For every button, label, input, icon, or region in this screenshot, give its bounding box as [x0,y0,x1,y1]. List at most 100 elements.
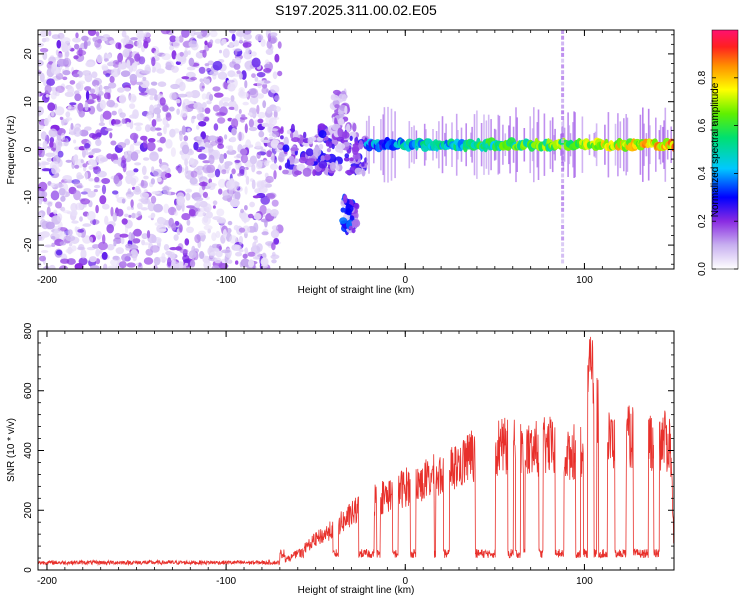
spectrogram-cell [112,190,119,195]
spectrogram-cell [253,222,259,233]
spectrogram-cell [270,37,277,44]
spectrogram-cell [44,84,52,94]
spectrogram-cell [202,160,211,164]
spectrogram-cell [150,178,155,185]
spectrogram-cell [329,161,336,172]
spectrogram-cell [188,40,198,48]
spectrogram-cell [194,234,201,244]
spectrogram-cell [247,213,254,219]
spectrogram-cell [65,235,76,242]
spectrogram-cell [161,252,166,261]
spectrogram-cell [51,66,61,75]
spectrogram-cell [51,236,56,240]
colorbar-gradient [712,30,738,269]
spectrogram-cell [561,202,565,207]
spectrogram-cell [561,30,565,34]
spectrogram-cell [107,265,118,269]
spectrogram-cell [156,177,162,183]
spectrogram-cell [51,34,61,40]
spectrogram-cell [244,247,248,253]
spectrogram-cell [349,215,355,221]
spectrogram-cell [165,250,173,256]
spectrogram-cell [117,87,125,93]
spectrogram-cell [234,57,242,65]
spectrogram-cell [98,84,103,92]
spectrogram-cell [144,124,151,133]
spectrogram-cell [91,79,100,87]
spectrogram-cell [101,251,108,260]
spectrogram-cell [67,229,73,236]
spectrogram-cell [196,113,205,121]
spectrogram-cell [260,38,266,47]
spectrogram-cell [273,170,277,180]
spectrogram-cell [214,38,221,44]
spectrogram-cell [74,43,80,50]
spectrogram-cell [140,70,150,74]
spectrogram-cell [55,201,62,209]
spectrogram-cell [171,50,177,60]
spectrogram-cell [354,167,363,175]
spectrogram-cell [283,136,289,147]
spectrogram-cell [561,207,565,212]
spectrogram-cell [162,185,170,195]
spectrogram-cell [178,224,183,233]
spectrogram-cell [199,251,205,259]
y-tick-label: 10 [23,96,34,108]
spectrogram-cell [561,121,565,126]
spectrogram-cell [256,72,266,78]
spectrogram-cell [204,107,211,114]
spectrogram-cell [224,163,229,170]
spectrogram-cell [85,150,89,156]
spectrogram-cell [121,218,128,225]
spectrogram-cell [230,198,240,208]
spectrogram-cell [160,164,169,171]
spectrogram-cell [80,159,84,164]
spectrogram-cell [181,125,186,135]
spectrogram-cell [561,116,565,120]
spectrogram-cell [38,142,42,147]
snr-series-line [38,336,674,567]
spectrogram-cell [190,170,198,178]
spectrogram-cell [59,241,67,246]
spectrogram-cell [346,123,351,133]
spectrogram-cell [153,256,161,266]
spectrogram-cell [126,194,132,199]
spectrogram-cell [96,170,107,178]
spectrogram-cell [261,86,269,95]
spectrogram-cell [320,155,326,162]
spectrogram-cell [282,169,289,175]
spectrogram-cell [238,235,244,245]
spectrogram-cell [271,131,280,138]
spectrogram-cell [151,235,157,243]
spectrogram-cell [185,91,194,98]
spectrogram-cell [234,49,238,56]
spectrogram-cell [154,118,163,122]
spectrogram-segment-burst [339,193,361,236]
x-tick-label: 100 [576,576,593,587]
spectrogram-cell [230,95,235,102]
x-tick-label: -100 [216,576,236,587]
spectrogram-cell [239,116,248,120]
spectrogram-cell [234,190,241,201]
spectrogram-cell [153,203,164,213]
spectrogram-cell [214,92,224,98]
spectrogram-cell [185,165,189,175]
spectrogram-cell [251,73,256,78]
spectrogram-cell [136,202,143,210]
spectrogram-cell [74,93,82,102]
spectrogram-cell [108,82,117,89]
spectrogram-cell [69,102,77,106]
spectrogram-cell [561,52,565,57]
spectrogram-cell [212,247,220,252]
spectrogram-cell [46,206,51,216]
spectrogram-cell [94,39,101,48]
spectrogram-cell [141,200,151,205]
spectrogram-cell [274,95,280,101]
spectrogram-cell [74,226,78,233]
spectrogram-cell [176,195,186,206]
spectrogram-cell [341,94,347,102]
spectrogram-cell [272,116,280,120]
spectrogram-cell [74,164,80,169]
spectrogram-cell [217,117,226,124]
